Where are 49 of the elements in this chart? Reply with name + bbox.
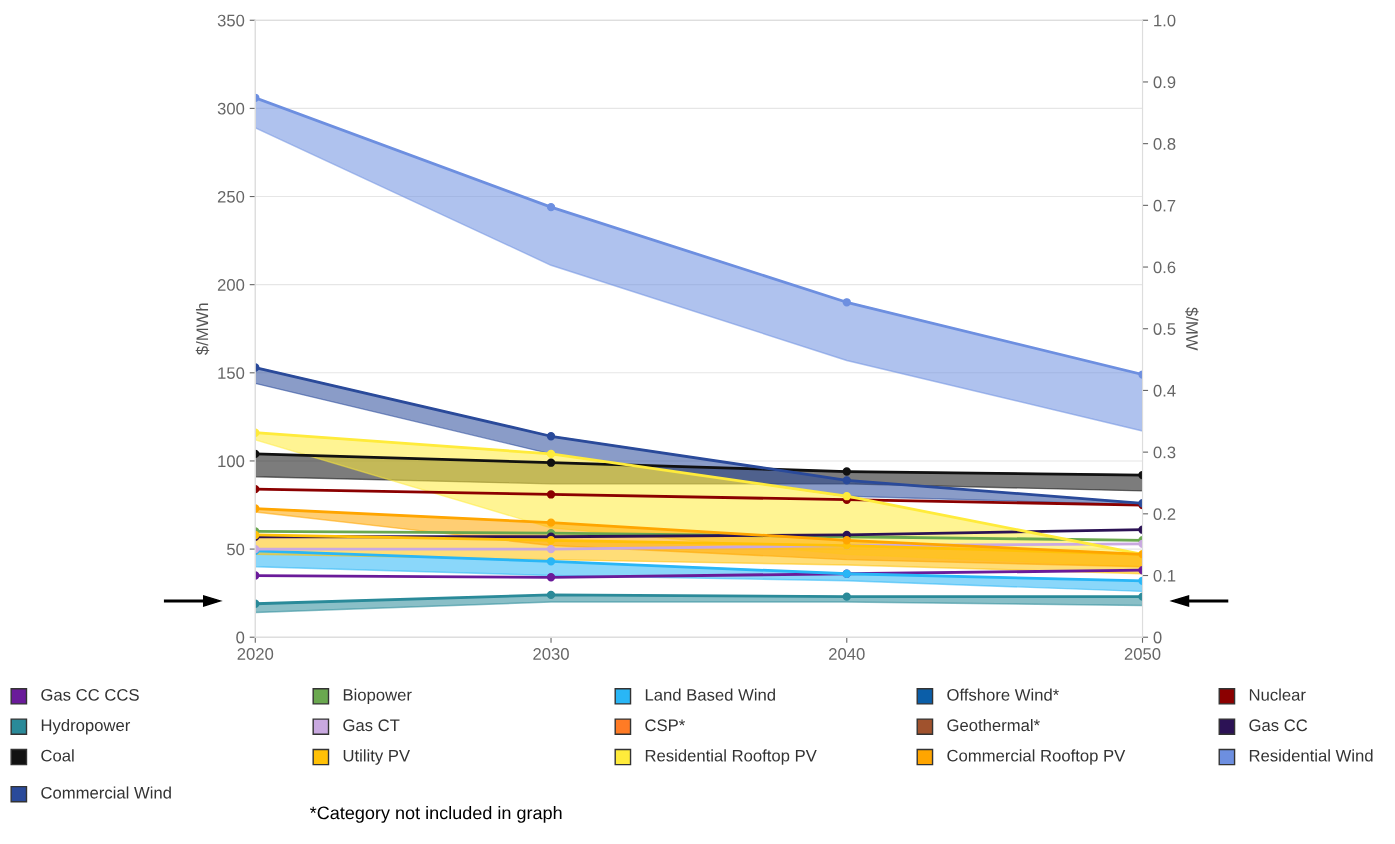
y-tick-label: 250 [217,190,245,203]
y2-tick-label: 0.4 [1153,384,1176,397]
y2-tick-label: 0 [1153,631,1162,644]
x-tick-label: 2040 [829,648,865,660]
y2-tick-label: 0.2 [1153,508,1176,521]
y2-tick-label: 0.6 [1153,261,1176,274]
y2-axis-title: $/MW [1185,307,1199,351]
point [842,467,851,476]
legend-label: Residential Wind [1249,749,1373,762]
x-tick-label: 2030 [533,648,569,660]
text: *Category not included in graph [309,806,562,823]
y-tick-label: 0 [236,631,245,644]
legend-label: Utility PV [343,749,410,765]
y2-tick-label: 0.8 [1153,138,1176,150]
point [546,449,556,459]
y2-tick-label: 0.5 [1153,323,1176,335]
legend-label: Coal [41,749,74,762]
legend-label: Residential Rooftop PV [645,749,817,765]
point [842,298,851,307]
legend-label: CSP* [645,719,685,732]
y-tick-label: 150 [218,367,245,380]
y2-tick-label: 1.0 [1154,14,1176,27]
point [842,536,851,545]
y-tick-label: 350 [217,14,245,27]
legend-label: Hydropower [41,718,131,735]
legend-label: Nuclear [1249,688,1306,701]
legend-label: Gas CT [343,719,400,732]
legend-label: Geothermal* [947,718,1040,732]
y2-tick-label: 0.3 [1153,446,1176,459]
legend-label: Offshore Wind* [947,688,1059,701]
x-tick-label: 2020 [237,648,274,660]
legend-label: Biopower [343,688,412,705]
point [842,592,851,601]
legend-label: Commercial Rooftop PV [947,749,1126,765]
y-tick-label: 50 [227,543,245,556]
y2-tick-label: 0.1 [1153,569,1176,582]
y-tick-label: 100 [218,455,245,468]
y2-tick-label: 0.9 [1153,76,1176,89]
y-tick-label: 200 [217,279,245,291]
y-tick-label: 300 [217,102,245,115]
y2-tick-label: 0.7 [1153,199,1176,212]
legend-label: Land Based Wind [645,688,775,701]
legend-label: Gas CC CCS [41,688,139,701]
legend-label: Commercial Wind [41,786,171,799]
point [842,476,851,485]
y-axis-title: $/MWh [195,303,210,355]
x-tick-label: 2050 [1124,648,1161,660]
legend-label: Gas CC [1249,719,1308,732]
point [546,518,556,527]
